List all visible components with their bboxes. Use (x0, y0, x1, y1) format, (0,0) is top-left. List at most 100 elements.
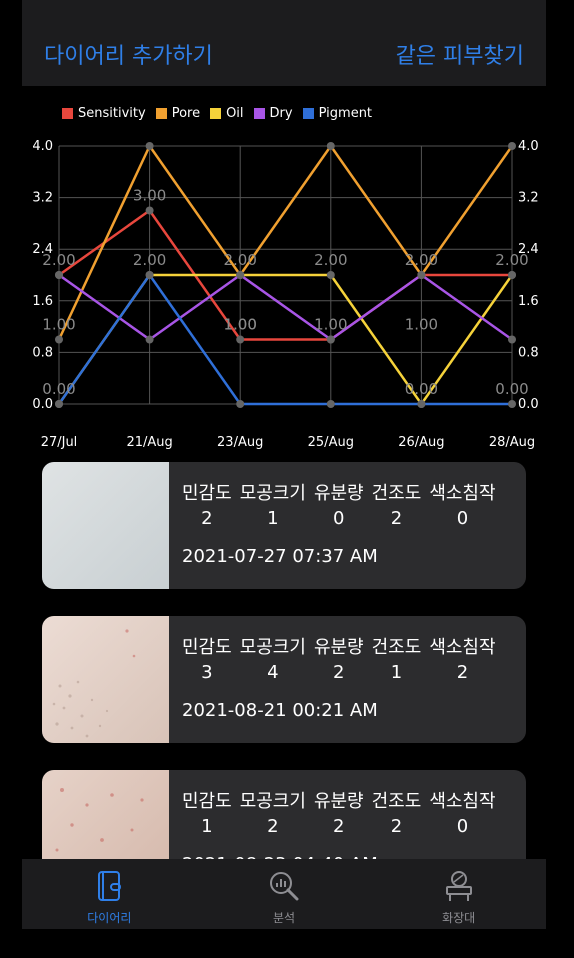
legend-pigment[interactable]: Pigment (302, 106, 372, 121)
entry-date: 2021-08-21 00:21 AM (182, 700, 378, 721)
add-diary-button[interactable]: 다이어리 추가하기 (44, 44, 213, 69)
metric-label: 유분량 (313, 637, 364, 658)
data-value-label: 0.00 (495, 380, 528, 398)
data-point (508, 400, 516, 408)
metric-sensitivity: 민감도 3 (182, 636, 232, 686)
data-point (145, 206, 154, 215)
metric-label: 민감도 (182, 791, 232, 812)
tab-label: 화장대 (442, 911, 476, 925)
metric-value: 2 (267, 816, 279, 837)
x-axis-tick-label: 25/Aug (308, 435, 354, 450)
data-point (508, 335, 516, 344)
metric-pore-size: 모공크기 2 (240, 790, 306, 840)
data-point (417, 271, 426, 279)
data-value-label: 2.00 (42, 251, 75, 269)
y-axis-tick-label-left: 0.0 (32, 397, 53, 412)
top-bar: 다이어리 추가하기 같은 피부찾기 (22, 0, 546, 86)
legend-swatch-oil (210, 107, 222, 119)
metric-oil: 유분량 0 (314, 482, 364, 532)
metric-value: 2 (456, 662, 469, 683)
data-value-label: 1.00 (223, 316, 256, 334)
metric-oil: 유분량 2 (314, 636, 364, 686)
metric-value: 2 (333, 816, 345, 837)
data-value-label: 2.00 (314, 251, 347, 269)
series-line-sensitivity (58, 209, 512, 341)
legend-sensitivity[interactable]: Sensitivity (62, 106, 146, 121)
metric-label: 색소침작 (429, 791, 496, 812)
series-line-dry (58, 273, 513, 341)
data-value-label: 3.00 (133, 187, 166, 205)
legend-swatch-pigment (302, 107, 314, 119)
entry-metrics: 민감도 1 모공크기 2 유분량 2 건조도 2 색소침작 0 (182, 790, 504, 840)
data-value-label: 1.00 (405, 316, 438, 334)
skin-trend-line-chart[interactable]: 0.0 0.0 0.8 0.8 1.6 1.6 2.4 2.4 3.2 3.2 4.0 4.0 27/J… (22, 136, 546, 456)
metric-label: 모공크기 (239, 483, 306, 504)
data-point (55, 335, 63, 344)
vanity-icon (445, 871, 472, 901)
metric-dryness: 건조도 2 (372, 790, 422, 840)
legend-label: Sensitivity (78, 105, 146, 121)
metric-sensitivity: 민감도 2 (182, 482, 232, 532)
data-point (236, 335, 245, 344)
y-axis-tick-label-left: 0.8 (32, 345, 53, 360)
y-axis-tick-label-left: 2.4 (32, 242, 53, 257)
metric-value: 2 (390, 508, 403, 529)
tab-diary[interactable]: 다이어리 (49, 859, 169, 926)
diary-list[interactable]: 민감도 2 모공크기 1 유분량 0 건조도 2 색소침작 0 2021-07-27 07… (42, 462, 526, 859)
data-value-label: 1.00 (42, 316, 75, 334)
entry-metrics: 민감도 3 모공크기 4 유분량 2 건조도 1 색소침작 2 (182, 636, 504, 686)
y-axis-tick-label-left: 3.2 (32, 191, 53, 206)
data-point (236, 400, 245, 408)
legend-label: Dry (269, 105, 293, 121)
legend-label: Pore (171, 105, 201, 121)
metric-value: 1 (267, 508, 279, 529)
metric-value: 3 (201, 662, 213, 683)
data-value-label: 0.00 (405, 380, 438, 398)
find-same-skin-button[interactable]: 같은 피부찾기 (395, 44, 524, 69)
metric-value: 1 (390, 662, 403, 683)
metric-label: 건조도 (371, 637, 422, 658)
metric-sensitivity: 민감도 1 (182, 790, 232, 840)
chart-legend: Sensitivity Pore Oil Dry Pigment (62, 104, 372, 122)
tab-analysis[interactable]: 분석 (224, 859, 344, 926)
diary-entry-card[interactable]: 민감도 1 모공크기 2 유분량 2 건조도 2 색소침작 0 2021-08-23 04… (42, 770, 526, 859)
entry-date: 2021-08-23 04:40 AM (182, 854, 378, 859)
metric-value: 2 (390, 816, 403, 837)
series-line-pore (57, 144, 514, 341)
legend-oil[interactable]: Oil (210, 105, 244, 121)
data-point (55, 271, 63, 279)
entry-date: 2021-07-27 07:37 AM (182, 546, 378, 567)
diary-entry-card[interactable]: 민감도 3 모공크기 4 유분량 2 건조도 1 색소침작 2 2021-08-21 00… (42, 616, 526, 743)
data-value-label: 2.00 (133, 251, 166, 269)
tab-label: 다이어리 (87, 911, 132, 925)
metric-value: 2 (201, 508, 213, 529)
y-axis-tick-label-left: 1.6 (32, 294, 53, 309)
metric-label: 유분량 (313, 791, 364, 812)
data-point (508, 142, 516, 150)
metric-value: 0 (456, 816, 469, 837)
entry-metrics: 민감도 2 모공크기 1 유분량 0 건조도 2 색소침작 0 (182, 482, 504, 532)
legend-dry[interactable]: Dry (253, 105, 293, 121)
data-value-label: 4.00 (495, 136, 528, 140)
x-axis-tick-label: 27/Jul (41, 435, 78, 450)
legend-pore[interactable]: Pore (155, 105, 201, 121)
metric-label: 민감도 (182, 483, 232, 504)
data-value-label: 4.00 (133, 136, 166, 140)
data-value-label: 0.00 (42, 380, 75, 398)
data-value-label: 4.00 (314, 136, 347, 140)
diary-entry-card[interactable]: 민감도 2 모공크기 1 유분량 0 건조도 2 색소침작 0 2021-07-27 07… (42, 462, 526, 589)
skin-photo (42, 770, 169, 859)
tab-vanity[interactable]: 화장대 (399, 859, 519, 926)
data-value-label: 2.00 (495, 251, 528, 269)
metric-label: 모공크기 (239, 637, 306, 658)
legend-swatch-sensitivity (62, 107, 73, 119)
legend-swatch-pore (155, 107, 167, 119)
data-value-label: 2.00 (223, 251, 256, 269)
diary-icon (98, 871, 122, 901)
metric-label: 유분량 (313, 483, 364, 504)
metric-pigment: 색소침작 0 (429, 482, 495, 532)
legend-label: Oil (226, 105, 244, 121)
metric-pigment: 색소침작 0 (429, 790, 495, 840)
data-point (236, 271, 245, 279)
data-point (417, 400, 426, 408)
